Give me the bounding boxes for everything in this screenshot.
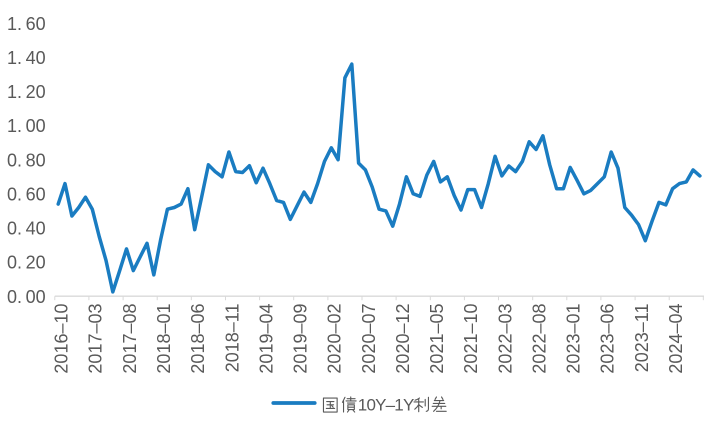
svg-text:2017–03: 2017–03	[86, 304, 106, 374]
svg-text:2023–06: 2023–06	[598, 304, 618, 374]
svg-text:2016–10: 2016–10	[52, 304, 72, 374]
svg-text:2019–04: 2019–04	[256, 304, 276, 374]
svg-text:2020–07: 2020–07	[359, 304, 379, 374]
svg-text:0. 00: 0. 00	[7, 287, 46, 307]
svg-text:2021–05: 2021–05	[427, 304, 447, 374]
svg-text:2023–01: 2023–01	[564, 304, 584, 374]
svg-text:1. 40: 1. 40	[7, 48, 46, 68]
svg-text:1. 00: 1. 00	[7, 116, 46, 136]
svg-text:2019–09: 2019–09	[291, 304, 311, 374]
svg-text:0. 80: 0. 80	[7, 150, 46, 170]
svg-text:2023–11: 2023–11	[632, 304, 652, 373]
svg-text:2018–01: 2018–01	[154, 304, 174, 374]
svg-text:2021–10: 2021–10	[461, 304, 481, 374]
svg-text:1. 60: 1. 60	[7, 14, 46, 34]
svg-text:2020–02: 2020–02	[325, 304, 345, 374]
svg-text:2018–06: 2018–06	[188, 304, 208, 374]
svg-text:2020–12: 2020–12	[393, 304, 413, 374]
svg-text:0. 60: 0. 60	[7, 184, 46, 204]
svg-text:2018–11: 2018–11	[222, 304, 242, 373]
svg-text:1. 20: 1. 20	[7, 82, 46, 102]
svg-text:2022–03: 2022–03	[495, 304, 515, 374]
svg-text:0. 20: 0. 20	[7, 253, 46, 273]
svg-text:0. 40: 0. 40	[7, 219, 46, 239]
svg-text:2017–08: 2017–08	[120, 304, 140, 374]
svg-text:2022–08: 2022–08	[530, 304, 550, 374]
svg-text:10Y–1Y: 10Y–1Y	[358, 395, 414, 414]
svg-text:2024–04: 2024–04	[666, 304, 686, 374]
